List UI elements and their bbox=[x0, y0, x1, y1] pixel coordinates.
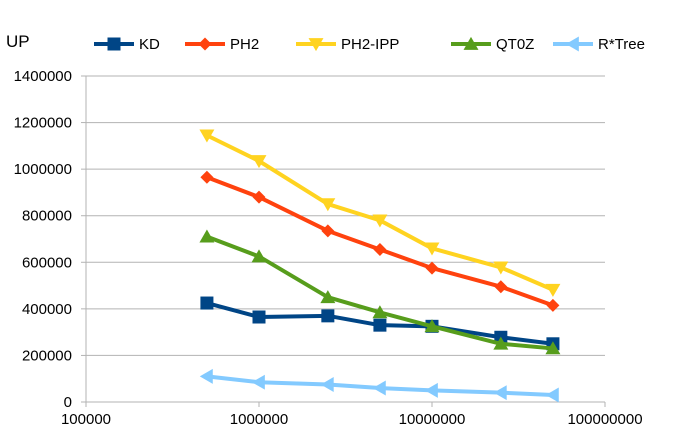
legend: KD PH2 PH2-IPP QT0Z R*Tree bbox=[94, 36, 645, 53]
y-tick-label: 0 bbox=[64, 394, 72, 411]
data-point bbox=[372, 214, 388, 228]
gridlines bbox=[86, 75, 605, 403]
data-point bbox=[493, 336, 509, 350]
data-point bbox=[251, 249, 267, 263]
legend-swatch-marker bbox=[463, 36, 479, 50]
data-point bbox=[199, 368, 213, 384]
series-layer bbox=[199, 129, 561, 403]
x-tick-label: 10000000 bbox=[399, 411, 466, 428]
y-tick-label: 800000 bbox=[22, 208, 72, 225]
legend-label: KD bbox=[139, 36, 160, 53]
y-tick-label: 1000000 bbox=[14, 161, 72, 178]
y-tick-label: 1400000 bbox=[14, 68, 72, 85]
legend-swatch-marker bbox=[565, 36, 579, 52]
data-point bbox=[425, 261, 439, 275]
y-tick-label: 600000 bbox=[22, 254, 72, 271]
data-point bbox=[372, 380, 386, 396]
legend-label: PH2 bbox=[230, 36, 259, 53]
legend-label: PH2-IPP bbox=[341, 36, 399, 53]
y-tick-label: 1200000 bbox=[14, 115, 72, 132]
data-point bbox=[424, 319, 440, 333]
legend-item: KD bbox=[94, 36, 160, 53]
axes: 0 200000 400000 600000 800000 1000000 1200000 1… bbox=[14, 68, 643, 428]
data-point bbox=[545, 387, 559, 403]
legend-label: QT0Z bbox=[496, 36, 534, 53]
legend-swatch-marker bbox=[107, 37, 121, 51]
data-point bbox=[320, 290, 336, 304]
data-point bbox=[251, 374, 265, 390]
data-point bbox=[252, 310, 266, 324]
data-point bbox=[321, 224, 335, 238]
data-point bbox=[545, 341, 561, 355]
legend-item: PH2 bbox=[185, 36, 259, 53]
data-point bbox=[373, 318, 387, 332]
data-point bbox=[320, 377, 334, 393]
chart-title: UP bbox=[6, 32, 30, 51]
data-point bbox=[424, 382, 438, 398]
legend-item: PH2-IPP bbox=[296, 36, 399, 53]
series-ph2 bbox=[200, 170, 560, 312]
data-point bbox=[373, 242, 387, 256]
y-tick-label: 400000 bbox=[22, 301, 72, 318]
legend-item: QT0Z bbox=[451, 36, 534, 53]
data-point bbox=[424, 242, 440, 256]
data-point bbox=[200, 296, 214, 310]
data-point bbox=[321, 309, 335, 323]
data-point bbox=[494, 280, 508, 294]
data-point bbox=[251, 155, 267, 169]
legend-swatch-marker bbox=[198, 37, 212, 51]
x-tick-label: 100000 bbox=[61, 411, 111, 428]
series-qt0z bbox=[199, 229, 561, 355]
data-point bbox=[545, 283, 561, 297]
x-tick-label: 100000000 bbox=[567, 411, 642, 428]
legend-item: R*Tree bbox=[553, 36, 645, 53]
data-point bbox=[493, 385, 507, 401]
data-point bbox=[372, 305, 388, 319]
x-tick-label: 1000000 bbox=[230, 411, 288, 428]
series-r-tree bbox=[199, 368, 559, 403]
legend-swatch-marker bbox=[308, 38, 324, 52]
data-point bbox=[200, 170, 214, 184]
series-ph2-ipp bbox=[199, 129, 561, 297]
data-point bbox=[320, 198, 336, 212]
data-point bbox=[199, 129, 215, 143]
legend-label: R*Tree bbox=[598, 36, 645, 53]
y-tick-label: 200000 bbox=[22, 347, 72, 364]
data-point bbox=[546, 298, 560, 312]
data-point bbox=[252, 190, 266, 204]
data-point bbox=[493, 261, 509, 275]
data-point bbox=[199, 229, 215, 243]
